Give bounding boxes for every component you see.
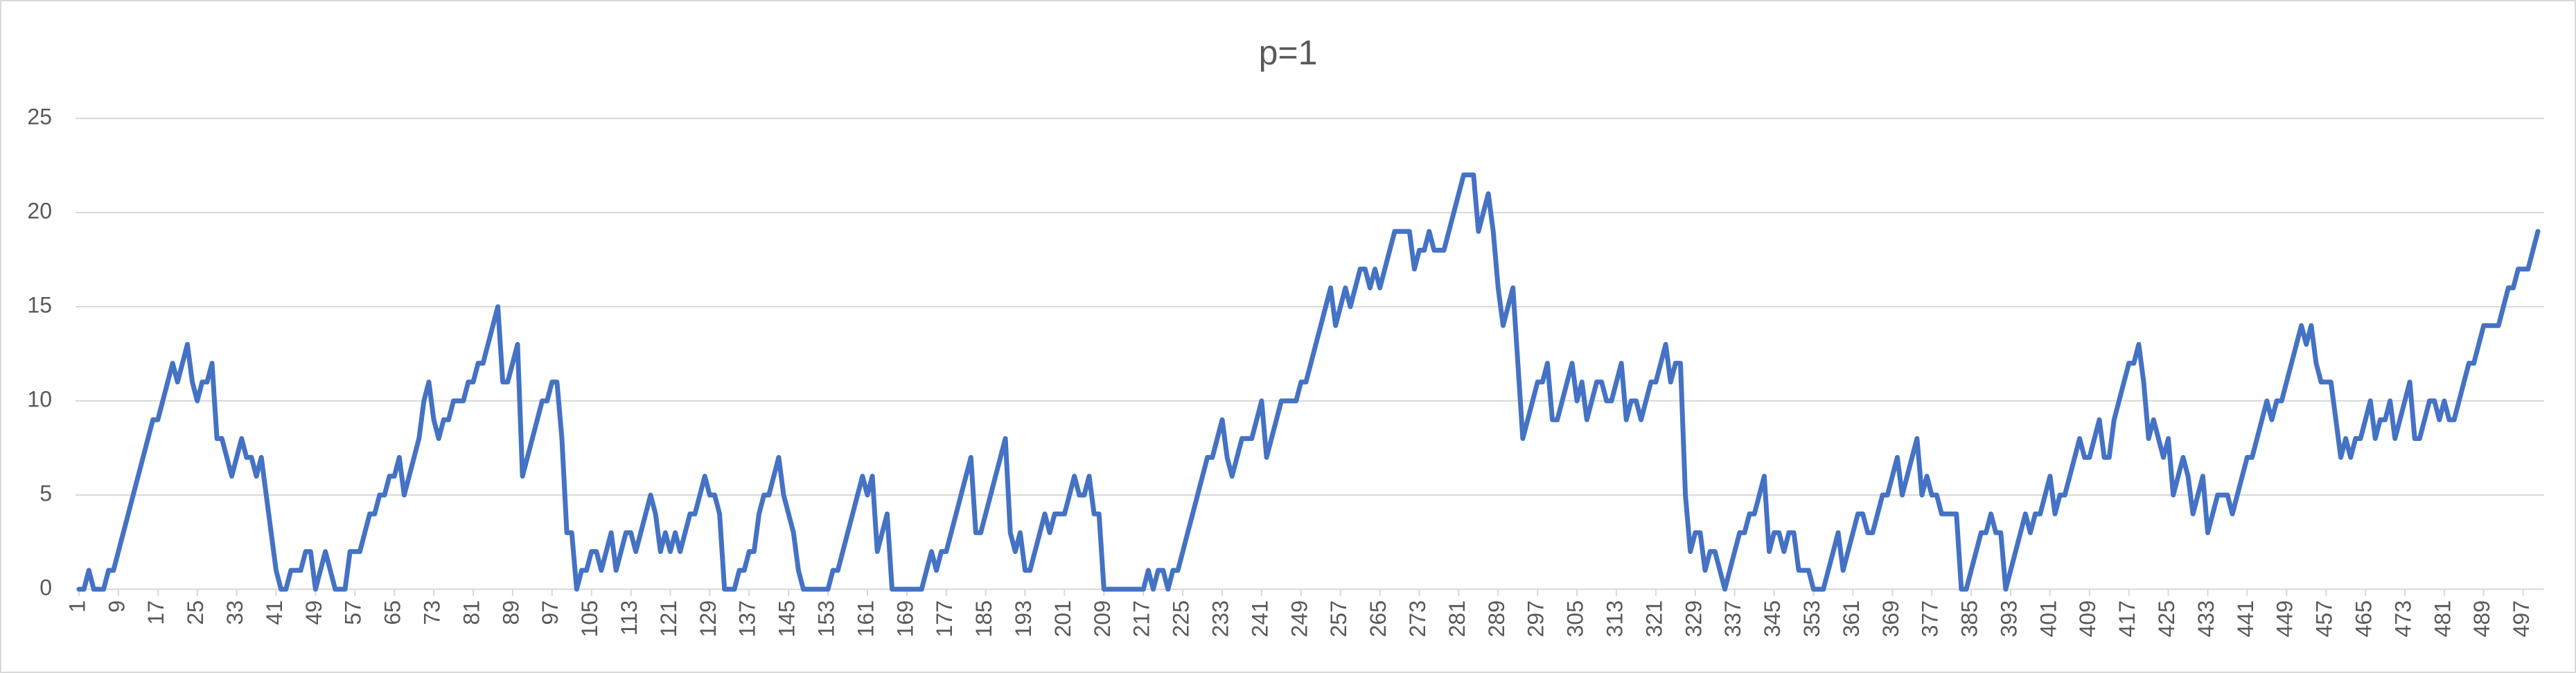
x-tick-label: 169	[892, 600, 917, 637]
x-tick-label: 249	[1287, 600, 1312, 637]
x-tick-label: 217	[1129, 600, 1154, 637]
x-tick-label: 129	[696, 600, 721, 637]
x-tick-label: 57	[341, 600, 366, 625]
x-tick-label: 305	[1563, 600, 1588, 637]
x-tick-label: 121	[656, 600, 681, 637]
y-tick-label: 0	[39, 575, 52, 600]
x-tick-label: 153	[814, 600, 839, 637]
x-tick-label: 49	[301, 600, 326, 625]
x-tick-label: 193	[1011, 600, 1036, 637]
x-tick-label: 441	[2233, 600, 2258, 637]
x-tick-label: 113	[617, 600, 642, 636]
x-tick-label: 257	[1326, 600, 1351, 637]
chart-title: p=1	[1259, 33, 1318, 72]
x-tick-label: 449	[2273, 600, 2297, 637]
x-tick-label: 481	[2430, 600, 2455, 637]
x-tick-label: 369	[1878, 600, 1903, 637]
x-tick-label: 65	[380, 600, 405, 625]
x-tick-label: 425	[2154, 600, 2179, 637]
y-tick-label: 10	[27, 386, 52, 411]
x-tick-label: 361	[1839, 600, 1864, 637]
x-tick-label: 145	[775, 600, 800, 637]
x-tick-label: 345	[1760, 600, 1785, 637]
x-tick-label: 25	[183, 600, 208, 625]
x-tick-label: 233	[1208, 600, 1233, 637]
x-tick-label: 9	[104, 600, 129, 613]
x-tick-label: 321	[1641, 600, 1666, 637]
x-tick-label: 289	[1484, 600, 1509, 637]
x-tick-label: 457	[2312, 600, 2337, 637]
x-tick-label: 433	[2194, 600, 2218, 637]
x-tick-label: 385	[1957, 600, 1982, 637]
x-tick-label: 161	[853, 600, 878, 637]
x-tick-label: 137	[735, 600, 760, 637]
x-tick-label: 417	[2115, 600, 2140, 637]
x-tick-label: 97	[538, 600, 563, 625]
x-tick-label: 201	[1050, 600, 1075, 637]
x-tick-label: 337	[1720, 600, 1745, 637]
x-tick-label: 241	[1247, 600, 1272, 637]
x-tick-label: 353	[1799, 600, 1824, 637]
y-tick-label: 20	[27, 198, 52, 223]
data-line	[76, 172, 2541, 592]
x-tick-label: 297	[1524, 600, 1549, 637]
x-tick-label: 281	[1445, 600, 1470, 637]
x-tick-label: 497	[2509, 600, 2534, 637]
y-tick-label: 5	[39, 481, 52, 505]
x-tick-label: 377	[1918, 600, 1943, 637]
x-tick-label: 313	[1602, 600, 1627, 637]
y-tick-label: 25	[27, 104, 52, 129]
x-tick-label: 33	[222, 600, 247, 625]
x-tick-label: 393	[1996, 600, 2021, 637]
x-tick-label: 225	[1169, 600, 1194, 637]
x-tick-label: 81	[459, 600, 484, 625]
x-tick-label: 401	[2036, 600, 2061, 637]
x-tick-label: 105	[577, 600, 602, 637]
x-tick-label: 265	[1366, 600, 1391, 637]
x-tick-label: 465	[2352, 600, 2376, 637]
x-tick-label: 489	[2469, 600, 2494, 637]
x-tick-label: 17	[143, 600, 168, 625]
x-tick-label: 185	[971, 600, 996, 637]
x-tick-label: 329	[1681, 600, 1706, 637]
x-tick-label: 41	[262, 600, 287, 625]
y-tick-label: 15	[27, 292, 52, 317]
x-tick-label: 473	[2390, 600, 2415, 637]
x-tick-label: 73	[420, 600, 445, 625]
x-tick-label: 409	[2075, 600, 2100, 637]
x-tick-label: 89	[498, 600, 523, 625]
x-tick-label: 273	[1405, 600, 1430, 637]
x-tick-label: 209	[1090, 600, 1115, 637]
x-tick-label: 177	[932, 600, 957, 637]
x-tick-label: 1	[64, 600, 89, 613]
